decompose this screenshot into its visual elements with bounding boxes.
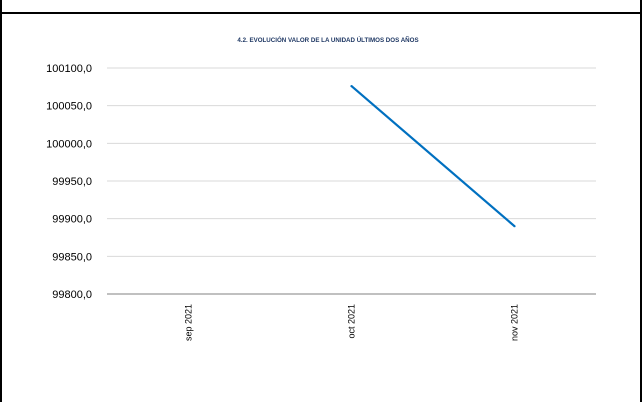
series-group: [350, 84, 516, 228]
y-axis-ticks: 99800,0 99850,0 99900,0 99950,0 100000,0 1000…: [46, 63, 92, 301]
gridlines: [107, 67, 596, 295]
top-border: [0, 0, 642, 14]
series-line: [350, 85, 516, 228]
chart-title: 4.2. EVOLUCIÓN VALOR DE LA UNIDAD ÚLTIMO…: [237, 36, 418, 44]
y-tick-label: 99850,0: [52, 251, 92, 263]
y-tick-label: 100050,0: [46, 101, 92, 113]
x-tick-label: oct 2021: [347, 304, 357, 339]
y-tick-label: 100100,0: [46, 63, 92, 75]
data-point: [513, 225, 516, 228]
y-tick-label: 99950,0: [52, 176, 92, 188]
y-tick-label: 99800,0: [52, 289, 92, 301]
data-point: [350, 84, 353, 88]
x-axis-ticks: sep 2021 oct 2021 nov 2021: [184, 304, 520, 341]
y-tick-label: 100000,0: [46, 138, 92, 150]
y-tick-label: 99900,0: [52, 214, 92, 226]
x-tick-label: sep 2021: [184, 304, 194, 341]
x-tick-label: nov 2021: [510, 304, 520, 341]
